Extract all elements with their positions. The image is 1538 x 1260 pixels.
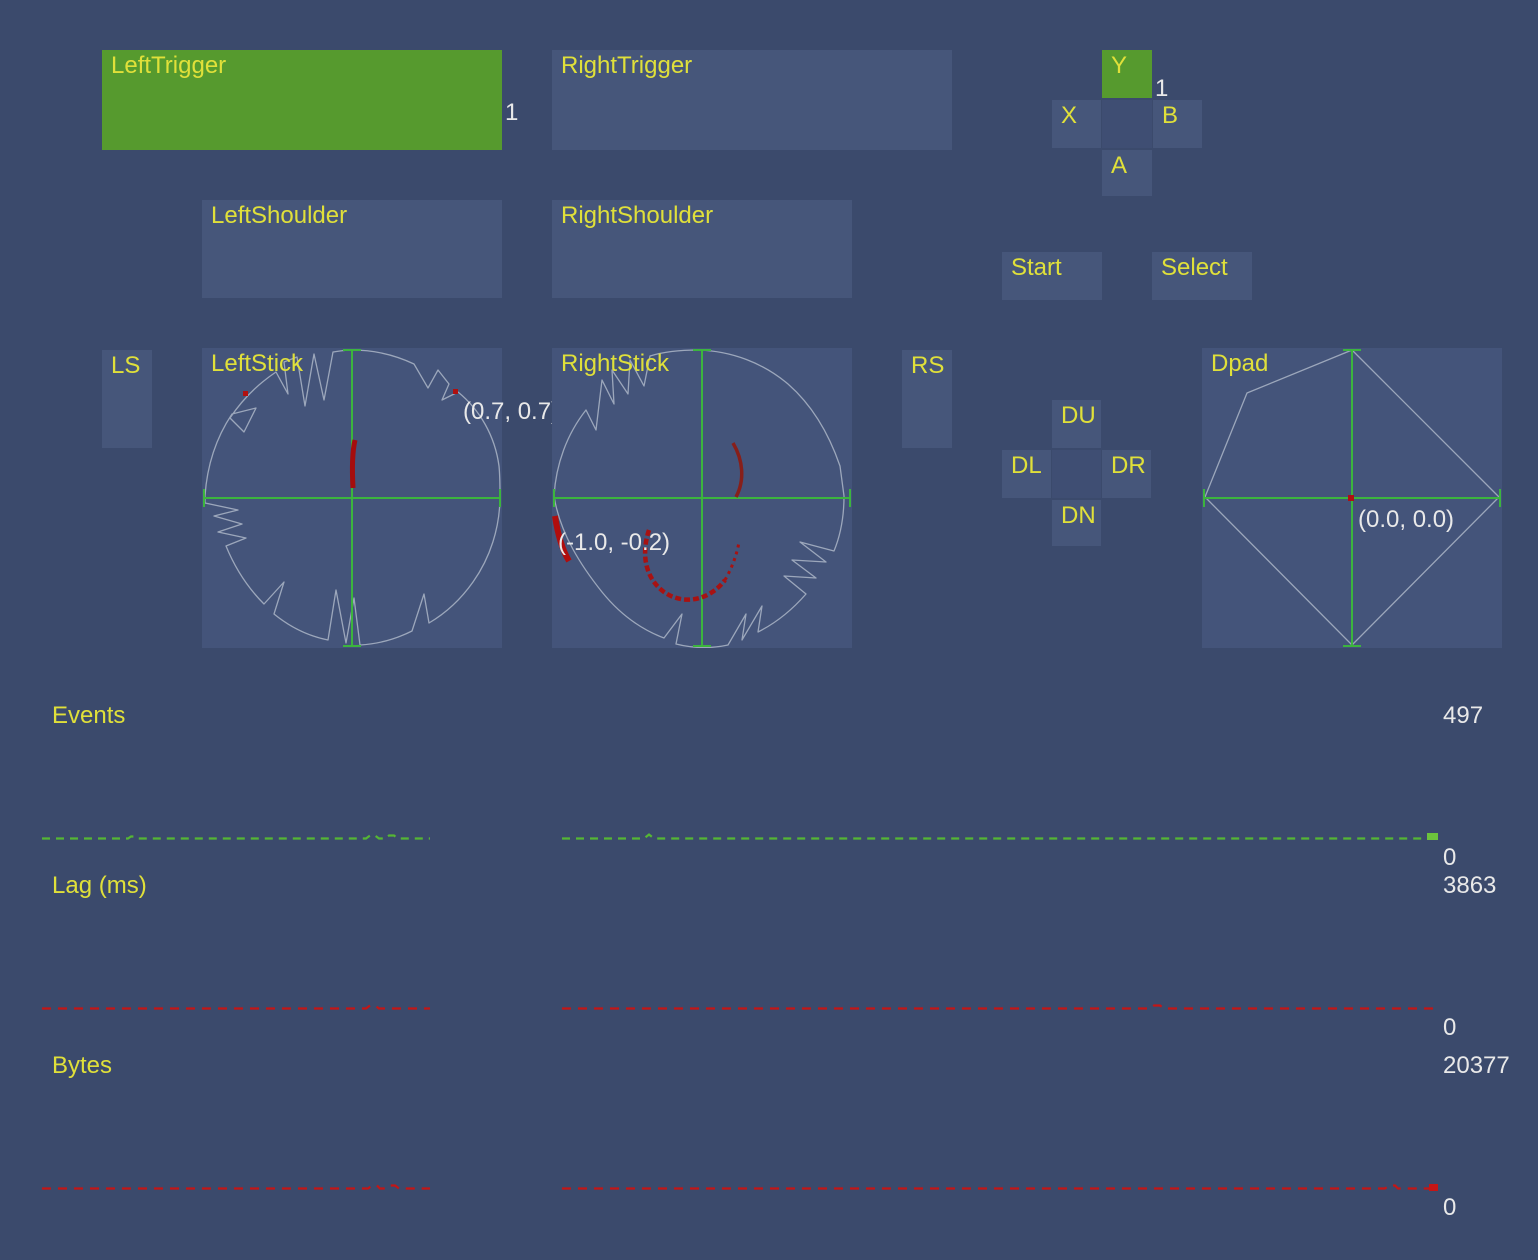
- left-shoulder-indicator: LeftShoulder: [202, 200, 502, 298]
- start-button-indicator: Start: [1002, 252, 1102, 300]
- left-stick-coords: (0.7, 0.7): [463, 398, 560, 425]
- face-button-a-label: A: [1111, 152, 1128, 179]
- dpad-panel: Dpad: [1202, 348, 1502, 648]
- dpad-right-indicator: DR: [1102, 450, 1151, 498]
- lag-graph-line-right: [562, 1004, 1438, 1010]
- right-trigger-label: RightTrigger: [561, 52, 693, 79]
- events-graph-line-right: [562, 833, 1427, 840]
- right-stick-crosshair: [553, 349, 851, 647]
- lag-label: Lag (ms): [52, 872, 147, 899]
- face-button-y-indicator: Y: [1102, 50, 1152, 98]
- left-stick-crosshair: [203, 349, 501, 647]
- dpad-left-indicator: DL: [1002, 450, 1051, 498]
- face-button-b-indicator: B: [1153, 100, 1202, 148]
- dpad-center-cell: [1052, 450, 1101, 498]
- dpad-plot: [1203, 349, 1501, 647]
- right-stick-history-arc-tail: [723, 541, 741, 581]
- lag-graph-line-left: [42, 1004, 430, 1010]
- left-trigger-indicator: LeftTrigger: [102, 50, 502, 150]
- right-stick-trace: [553, 349, 845, 648]
- events-current: 0: [1443, 844, 1457, 871]
- bytes-current: 0: [1443, 1194, 1457, 1221]
- face-button-x-label: X: [1061, 102, 1078, 129]
- dpad-down-indicator: DN: [1052, 500, 1101, 546]
- right-shoulder-indicator: RightShoulder: [552, 200, 852, 298]
- select-button-label: Select: [1161, 254, 1228, 281]
- dpad-coords: (0.0, 0.0): [1358, 506, 1455, 533]
- right-stick-coords: (-1.0, -0.2): [558, 529, 671, 556]
- left-shoulder-label: LeftShoulder: [211, 202, 348, 229]
- left-stick-click-indicator: LS: [102, 350, 152, 448]
- left-stick-plot: [203, 349, 501, 647]
- right-trigger-indicator: RightTrigger: [552, 50, 952, 150]
- right-stick-click-indicator: RS: [902, 350, 952, 448]
- right-stick-history-arc-upper: [731, 442, 744, 498]
- left-stick-history-streak: [349, 439, 358, 489]
- events-label: Events: [52, 702, 126, 729]
- left-stick-panel: LeftStick: [202, 348, 502, 648]
- face-button-x-indicator: X: [1052, 100, 1101, 148]
- dpad-right-label: DR: [1111, 452, 1146, 479]
- left-stick-history-dot: [243, 391, 248, 396]
- dpad-trace: [1204, 349, 1500, 646]
- right-stick-history-arc-lower: [642, 529, 727, 602]
- right-stick-plot: [552, 349, 851, 648]
- events-graph-endpoint: [1427, 833, 1438, 840]
- bytes-graph-endpoint: [1429, 1184, 1438, 1191]
- start-button-label: Start: [1011, 254, 1062, 281]
- face-buttons-center-cell: [1102, 100, 1152, 148]
- dpad-up-label: DU: [1061, 402, 1096, 429]
- right-stick-label: RightStick: [561, 350, 670, 377]
- face-button-y-value: 1: [1155, 75, 1169, 102]
- bytes-graph-line-left: [42, 1184, 430, 1190]
- right-stick-panel: RightStick: [552, 348, 852, 648]
- left-stick-trace: [204, 349, 501, 646]
- select-button-indicator: Select: [1152, 252, 1252, 300]
- right-stick-click-label: RS: [911, 352, 945, 379]
- bytes-total: 20377: [1443, 1052, 1510, 1079]
- dpad-label: Dpad: [1211, 350, 1269, 377]
- dpad-left-label: DL: [1011, 452, 1042, 479]
- right-stick-history-streak-left: [552, 515, 572, 563]
- dpad-position-dot: [1348, 495, 1354, 501]
- dpad-up-indicator: DU: [1052, 400, 1101, 448]
- left-stick-click-label: LS: [111, 352, 141, 379]
- lag-current: 0: [1443, 1014, 1457, 1041]
- left-stick-position-dot: [453, 389, 458, 394]
- events-total: 497: [1443, 702, 1484, 729]
- face-button-b-label: B: [1162, 102, 1179, 129]
- face-button-y-label: Y: [1111, 52, 1128, 79]
- left-stick-label: LeftStick: [211, 350, 304, 377]
- lag-total: 3863: [1443, 872, 1497, 899]
- right-shoulder-label: RightShoulder: [561, 202, 714, 229]
- left-trigger-value: 1: [505, 99, 519, 126]
- dpad-down-label: DN: [1061, 502, 1096, 529]
- bytes-graph-line-right: [562, 1184, 1429, 1190]
- left-trigger-label: LeftTrigger: [111, 52, 227, 79]
- face-button-a-indicator: A: [1102, 150, 1152, 196]
- events-graph-line-left: [42, 834, 430, 840]
- bytes-label: Bytes: [52, 1052, 113, 1079]
